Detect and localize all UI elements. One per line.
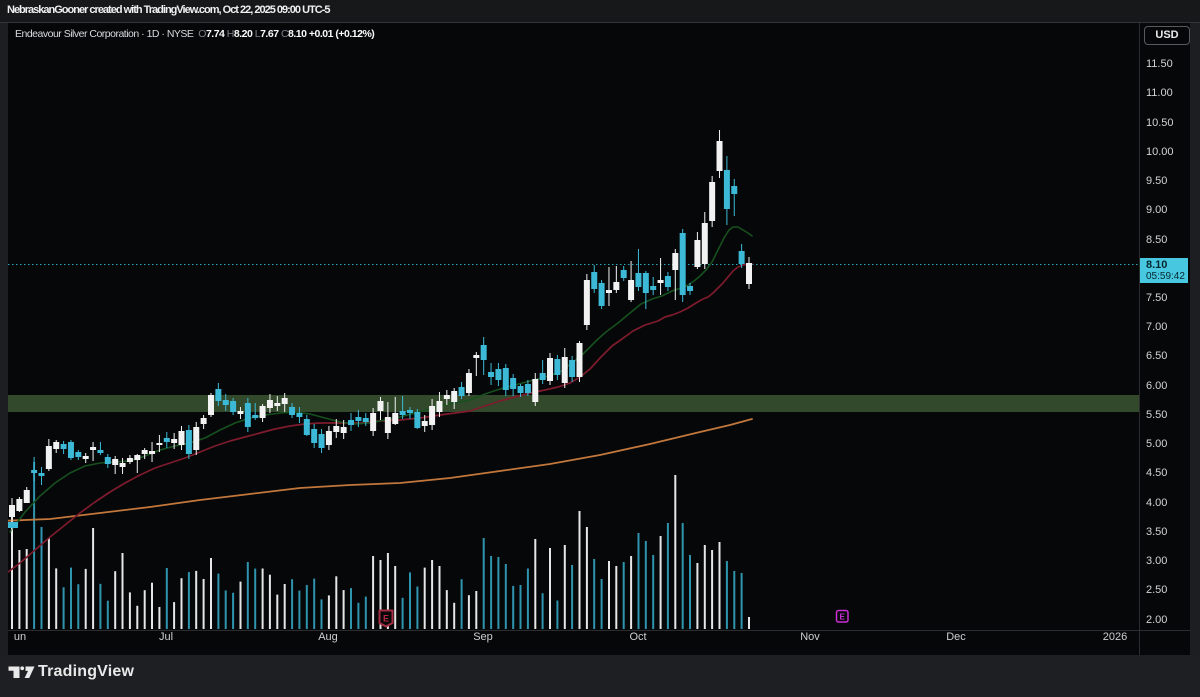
svg-text:E: E [383,614,389,624]
svg-text:E: E [840,613,846,622]
